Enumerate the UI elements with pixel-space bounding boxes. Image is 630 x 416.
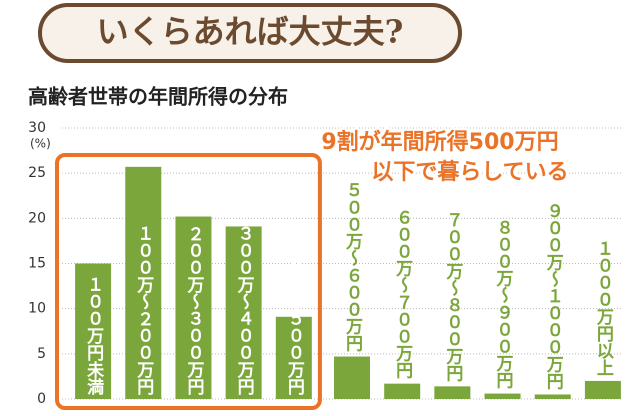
y-tick-label: 0: [37, 391, 46, 407]
y-axis-label: (%): [30, 137, 51, 151]
chart-subtitle: 高齢者世帯の年間所得の分布: [28, 85, 288, 109]
y-tick-label: 15: [28, 256, 46, 272]
category-label: ９００万～１０００万円: [543, 202, 565, 390]
category-label: ２００万～３００万円: [183, 225, 205, 396]
category-label: ８００万～９００万円: [493, 219, 514, 390]
annotation: 9割が年間所得500万円: [321, 129, 558, 155]
y-tick-label: 5: [37, 346, 46, 362]
title-banner: [38, 3, 462, 63]
bar: [534, 394, 571, 399]
category-label: ４００万～５００万円: [284, 225, 306, 396]
bar: [484, 393, 521, 399]
y-tick-label: 25: [28, 165, 46, 181]
category-label: １００万～２００万円: [133, 225, 155, 396]
category-label: １００万円未満: [83, 276, 105, 396]
annotation: 以下で暮らしている: [371, 160, 568, 185]
category-label: ６００万～７００万円: [392, 209, 414, 380]
category-label: １０００万円以上: [593, 240, 615, 376]
chart-title: いくらあれば大丈夫?: [97, 13, 404, 51]
bar: [334, 356, 370, 399]
category-label: ３００万～４００万円: [234, 225, 256, 396]
category-label: ５００万～６００万円: [342, 182, 364, 353]
y-tick-label: 20: [28, 210, 46, 226]
category-label: ７００万～８００万円: [442, 211, 464, 382]
y-tick-label: 10: [28, 301, 46, 317]
bar: [225, 226, 262, 399]
bar: [175, 216, 212, 399]
bar: [584, 380, 621, 399]
bar: [384, 383, 421, 399]
bar: [275, 316, 312, 399]
y-tick-label: 30: [28, 120, 46, 136]
bar: [75, 263, 112, 399]
bar: [125, 166, 162, 399]
highlight-frame: [55, 153, 322, 410]
bar: [434, 386, 471, 399]
